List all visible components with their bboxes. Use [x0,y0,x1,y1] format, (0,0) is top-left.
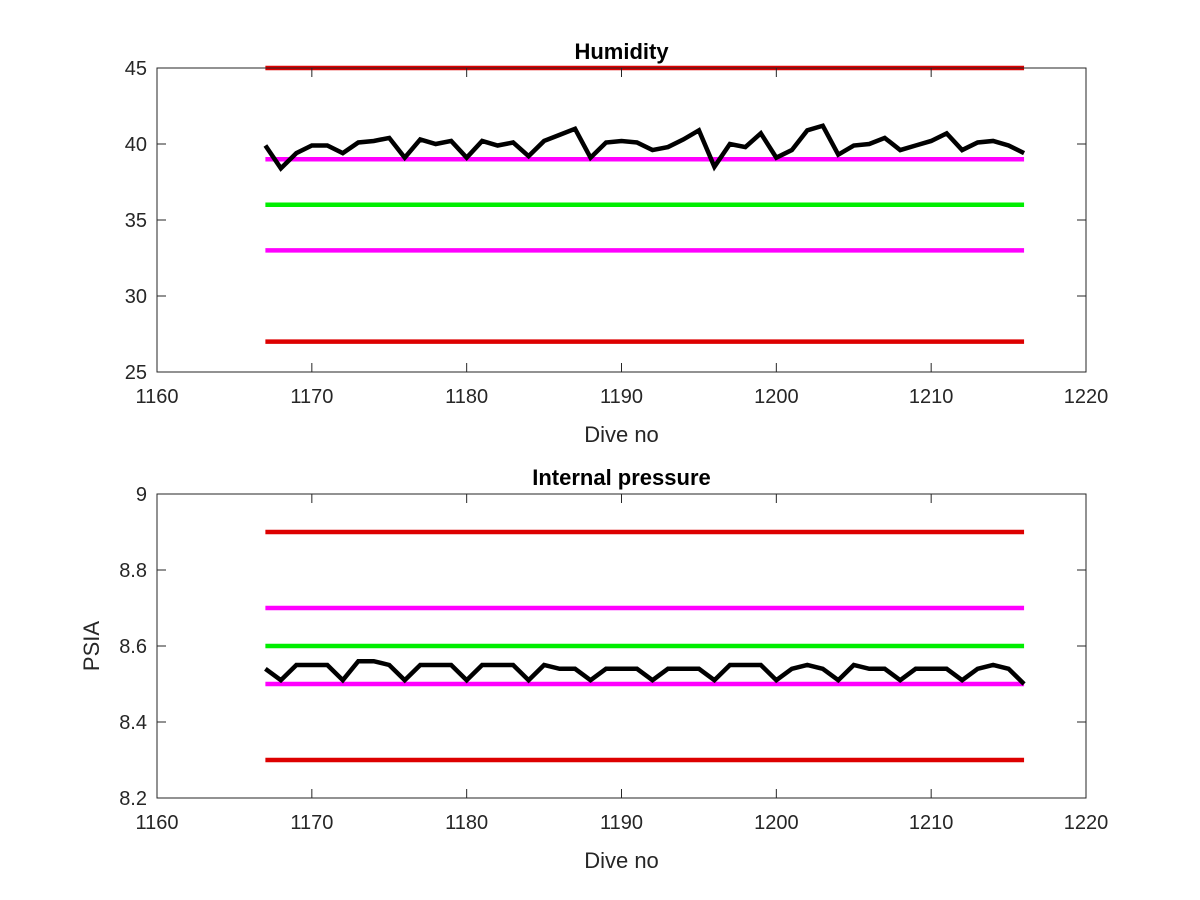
x-tick-label: 1190 [600,812,643,834]
x-tick-label: 1170 [290,386,333,408]
x-tick-label: 1160 [135,386,178,408]
plot-area [157,68,1086,372]
x-tick-label: 1180 [445,812,488,834]
y-tick-label: 8.4 [119,712,147,734]
y-tick-label: 8.6 [119,636,147,658]
x-tick-label: 1160 [135,812,178,834]
x-tick-label: 1170 [290,812,333,834]
y-tick-label: 8.2 [119,788,147,810]
x-tick-label: 1190 [600,386,643,408]
chart-title: Internal pressure [532,465,711,490]
chart-title: Humidity [574,39,669,64]
y-tick-label: 35 [125,210,147,232]
y-tick-label: 30 [125,286,147,308]
y-tick-label: 45 [125,58,147,80]
x-tick-label: 1210 [909,812,954,834]
y-axis-label: PSIA [79,621,104,671]
x-axis-label: Dive no [584,848,659,873]
x-tick-label: 1200 [754,386,799,408]
x-tick-label: 1210 [909,386,954,408]
x-axis-label: Dive no [584,422,659,447]
y-tick-label: 25 [125,362,147,384]
x-tick-label: 1200 [754,812,799,834]
series-line [263,123,1026,172]
x-tick-label: 1220 [1064,812,1109,834]
y-tick-label: 40 [125,134,147,156]
subplot-2: 1160 1170 1180 1190 1200 1210 1220 8.2 8.4 8.6 8.8… [79,465,1108,873]
x-tick-label: 1180 [445,386,488,408]
series-line [264,658,1026,686]
y-tick-label: 9 [136,484,147,506]
y-tick-label: 8.8 [119,560,147,582]
x-tick-label: 1220 [1064,386,1109,408]
subplot-1: 1160 1170 1180 1190 1200 1210 1220 25 30 35 40 45 Hu… [125,39,1109,447]
